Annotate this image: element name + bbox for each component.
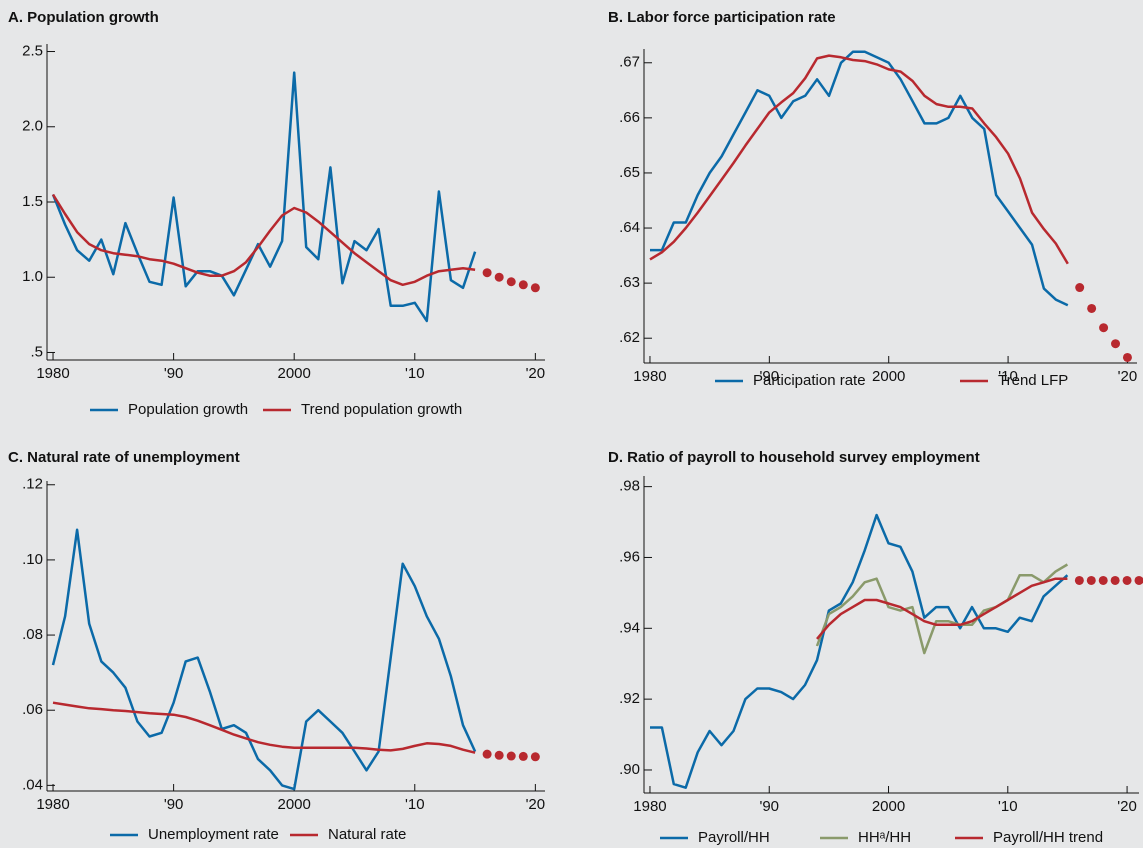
series-line: [649, 54, 1069, 265]
series-line: [51, 193, 476, 287]
x-tick-label: '10: [998, 368, 1018, 385]
x-tick-label: '90: [164, 365, 184, 382]
series-line: [51, 71, 477, 323]
projection-dot: [494, 750, 504, 760]
y-tick-label: .5: [30, 343, 43, 360]
y-tick-label: .62: [619, 329, 640, 346]
chart-title: B. Labor force participation rate: [608, 9, 836, 26]
x-tick-label: '10: [998, 798, 1018, 815]
y-tick-label: .94: [619, 619, 640, 636]
projection-dot: [1075, 283, 1085, 293]
x-tick-label: '20: [526, 365, 546, 382]
x-tick-label: '90: [760, 368, 780, 385]
y-tick-label: .66: [619, 109, 640, 126]
x-tick-label: 2000: [872, 798, 905, 815]
x-tick-label: '10: [405, 796, 425, 813]
y-tick-label: .96: [619, 548, 640, 565]
x-tick-label: 1980: [633, 798, 666, 815]
x-tick-label: 2000: [278, 796, 311, 813]
y-tick-label: .04: [22, 776, 43, 793]
series-line: [52, 701, 476, 754]
y-tick-label: 1.5: [22, 193, 43, 210]
legend-label: Participation rate: [753, 372, 866, 389]
series-line: [51, 528, 477, 791]
x-tick-label: '90: [759, 798, 779, 815]
projection-dot: [1087, 303, 1097, 313]
y-tick-label: .08: [22, 626, 43, 643]
legend-label: Trend population growth: [301, 401, 462, 418]
y-tick-label: 2.5: [22, 42, 43, 59]
projection-dot: [1099, 323, 1109, 333]
projection-dot: [1074, 575, 1084, 585]
y-tick-label: .63: [619, 274, 640, 291]
legend-label: Population growth: [128, 401, 248, 418]
legend-label: Trend LFP: [998, 372, 1068, 389]
projection-dot: [506, 751, 516, 761]
projection-dot: [482, 268, 492, 278]
x-tick-label: '90: [164, 796, 184, 813]
series-line: [815, 563, 1069, 655]
y-tick-label: .92: [619, 690, 640, 707]
projection-dot: [518, 751, 528, 761]
y-tick-label: .67: [619, 54, 640, 71]
x-tick-label: 1980: [633, 368, 666, 385]
y-tick-label: .90: [619, 761, 640, 778]
projection-dot: [1122, 575, 1132, 585]
legend-label: HHᵃ/HH: [858, 829, 911, 846]
projection-dot: [494, 272, 504, 282]
projection-dot: [530, 283, 540, 293]
chart-title: C. Natural rate of unemployment: [8, 449, 240, 466]
series-line: [816, 577, 1068, 640]
x-tick-label: 2000: [872, 368, 905, 385]
projection-dot: [482, 749, 492, 759]
legend-label: Unemployment rate: [148, 826, 279, 843]
y-tick-label: .12: [22, 476, 43, 493]
x-tick-label: '20: [1118, 368, 1138, 385]
y-tick-label: .65: [619, 164, 640, 181]
y-tick-label: 2.0: [22, 118, 43, 135]
x-tick-label: 1980: [36, 796, 69, 813]
series-line: [650, 513, 1069, 789]
projection-dot: [518, 280, 528, 290]
series-line: [650, 50, 1069, 307]
y-tick-label: .06: [22, 701, 43, 718]
projection-dot: [1122, 352, 1132, 362]
projection-dot: [506, 277, 516, 287]
y-tick-label: .98: [619, 478, 640, 495]
projection-dot: [1098, 575, 1108, 585]
x-tick-label: 1980: [36, 365, 69, 382]
projection-dot: [1134, 575, 1143, 585]
x-tick-label: '10: [405, 365, 425, 382]
y-tick-label: .10: [22, 551, 43, 568]
chart-title: D. Ratio of payroll to household survey …: [608, 449, 980, 466]
y-tick-label: .64: [619, 219, 640, 236]
legend-label: Payroll/HH: [698, 829, 770, 846]
legend-label: Payroll/HH trend: [993, 829, 1103, 846]
projection-dot: [530, 752, 540, 762]
y-tick-label: 1.0: [22, 268, 43, 285]
projection-dot: [1111, 339, 1121, 349]
legend-label: Natural rate: [328, 826, 406, 843]
projection-dot: [1086, 575, 1096, 585]
projection-dot: [1110, 575, 1120, 585]
chart-title: A. Population growth: [8, 9, 159, 26]
x-tick-label: '20: [526, 796, 546, 813]
x-tick-label: '20: [1117, 798, 1137, 815]
x-tick-label: 2000: [278, 365, 311, 382]
